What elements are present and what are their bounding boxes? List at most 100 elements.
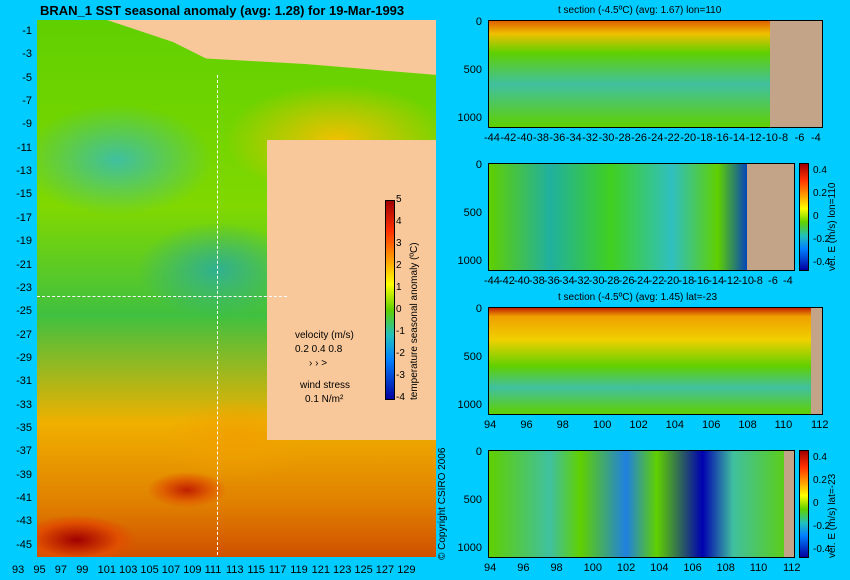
map-colorbar	[385, 200, 395, 400]
section-x-tick: -30	[598, 132, 615, 144]
lon-tick-label: 105	[140, 564, 159, 576]
lat-tick-label: -25	[16, 305, 32, 318]
section-x-tick: 110	[749, 562, 768, 574]
lon-tick-label: 117	[268, 564, 287, 576]
section-x-tick: -10	[738, 275, 755, 287]
section-x-tick: 108	[716, 562, 735, 574]
section-land	[746, 164, 794, 270]
lat-tick-label: -29	[16, 351, 32, 364]
section-x-tick: 104	[665, 419, 685, 431]
section-x-tick: -36	[549, 132, 566, 144]
section-x-tick: -20	[680, 132, 697, 144]
section-x-tick: -26	[618, 275, 635, 287]
section-x-tick: 96	[517, 562, 530, 574]
lat-tick-label: -15	[16, 188, 32, 201]
lon-tick-label: 115	[247, 564, 265, 576]
lon-tick-label: 95	[33, 564, 46, 576]
section-colorbar-tick: 0.4	[813, 165, 827, 176]
lon-tick-label: 103	[119, 564, 138, 576]
lat-tick-label: -21	[16, 258, 32, 271]
section-x-tick: 94	[484, 562, 497, 574]
depth-tick-label: 1000	[457, 542, 482, 554]
lat-tick-label: -17	[16, 211, 32, 224]
depth-tick-label: 500	[463, 64, 482, 76]
lon-tick-label: 121	[311, 564, 330, 576]
lon-tick-label: 97	[54, 564, 68, 576]
section-colorbar-tick: -0.2	[813, 234, 831, 245]
lat-tick-label: -7	[22, 95, 32, 108]
section-title: t section (-4.5ºC) (avg: 1.67) lon=110	[558, 5, 722, 16]
section-colorbar-tick: -0.4	[813, 544, 831, 555]
section-x-tick: -12	[745, 132, 762, 144]
section-plot[interactable]	[488, 450, 795, 558]
map-colorbar-tick: 3	[396, 238, 402, 249]
section-x-tick: -18	[678, 275, 695, 287]
section-x-tick: -40	[516, 132, 533, 144]
map-colorbar-tick: 4	[396, 216, 402, 227]
section-x-tick: 96	[520, 419, 533, 431]
section-x-tick: -24	[633, 275, 650, 287]
section-x-tick: -14	[729, 132, 746, 144]
section-x-tick: 110	[774, 419, 793, 431]
map-colorbar-label: temperature seasonal anomaly (ºC)	[409, 242, 420, 400]
section-x-tick: -8	[778, 132, 789, 144]
lon-tick-label: 107	[161, 564, 181, 576]
depth-tick-label: 1000	[457, 112, 482, 124]
section-x-tick: -44	[484, 132, 500, 144]
map-title: BRAN_1 SST seasonal anomaly (avg: 1.28) …	[40, 3, 405, 18]
sst-anomaly-map[interactable]: velocity (m/s) 0.2 0.4 0.8 › › > wind st…	[37, 20, 436, 557]
section-colorbar	[799, 163, 809, 271]
section-x-tick: -32	[582, 132, 598, 144]
lat-tick-label: -1	[22, 25, 32, 37]
lat-tick-label: -39	[16, 468, 32, 481]
lat-tick-label: -11	[16, 141, 32, 154]
section-x-tick: -38	[528, 275, 545, 287]
section-plot[interactable]	[488, 307, 823, 415]
section-x-tick: -14	[708, 275, 725, 287]
section-x-tick: 106	[683, 562, 702, 574]
section-plot[interactable]	[488, 20, 823, 128]
section-title: t section (-4.5ºC) (avg: 1.45) lat=-23	[558, 292, 717, 303]
section-x-tick: -32	[573, 275, 590, 287]
map-colorbar-tick: 0	[396, 304, 402, 315]
depth-tick-label: 500	[463, 351, 482, 363]
section-x-tick: -36	[543, 275, 560, 287]
section-x-tick: -42	[500, 132, 517, 144]
section-colorbar-tick: -0.2	[813, 521, 831, 532]
section-x-tick: 98	[556, 419, 569, 431]
section-land	[810, 308, 822, 414]
lon-section-line	[217, 75, 218, 557]
depth-tick-label: 1000	[457, 255, 482, 267]
map-colorbar-tick: -2	[396, 348, 405, 359]
section-x-tick: -30	[588, 275, 605, 287]
lon-tick-label: 93	[12, 564, 25, 576]
lat-tick-label: -13	[16, 165, 32, 178]
section-colorbar-label: vel. E (m/s) lat=-23	[827, 473, 838, 558]
lon-tick-label: 99	[76, 564, 89, 576]
section-colorbar-label: vel. E (m/s) lon=110	[827, 182, 838, 271]
depth-tick-label: 0	[475, 159, 482, 171]
section-x-tick: 100	[593, 419, 612, 431]
section-colorbar-tick: 0	[813, 498, 819, 509]
section-colorbar-tick: -0.4	[813, 257, 831, 268]
section-x-tick: -22	[663, 132, 680, 144]
lon-tick-label: 123	[333, 564, 352, 576]
lon-tick-label: 101	[97, 564, 116, 576]
lat-tick-label: -3	[22, 48, 32, 61]
section-x-tick: 102	[629, 419, 648, 431]
section-plot[interactable]	[488, 163, 795, 271]
lat-tick-label: -23	[16, 281, 32, 294]
section-x-tick: -40	[513, 275, 530, 287]
section-x-tick: -26	[631, 132, 648, 144]
lat-tick-label: -9	[22, 118, 32, 131]
land-java-sumatra	[107, 20, 436, 75]
section-x-tick: 102	[616, 562, 636, 574]
section-x-tick: -18	[696, 132, 713, 144]
section-x-tick: -28	[614, 132, 631, 144]
lon-tick-label: 127	[375, 564, 395, 576]
section-x-tick: 108	[738, 419, 757, 431]
depth-tick-label: 500	[463, 494, 482, 506]
lon-tick-label: 111	[204, 564, 222, 576]
section-colorbar-tick: 0.4	[813, 452, 827, 463]
section-colorbar-tick: 0.2	[813, 475, 827, 486]
